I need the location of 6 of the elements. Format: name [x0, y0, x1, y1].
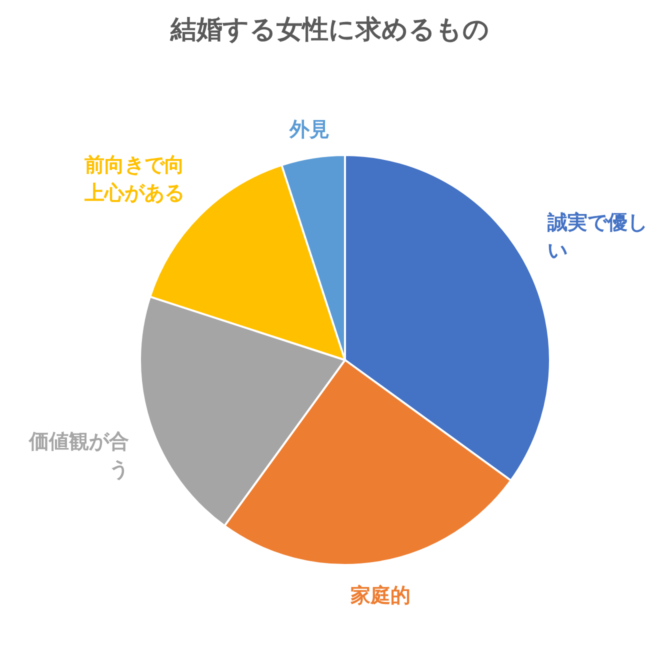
slice-label: 前向きで向上心がある [83, 152, 184, 204]
chart-title: 結婚する女性に求めるもの [170, 15, 490, 45]
slice-label: 外見 [288, 116, 330, 141]
slice-label: 価値観が合う [28, 429, 130, 482]
slice-label: 家庭的 [350, 583, 411, 608]
slice-label: 誠実で優しい [546, 210, 648, 262]
